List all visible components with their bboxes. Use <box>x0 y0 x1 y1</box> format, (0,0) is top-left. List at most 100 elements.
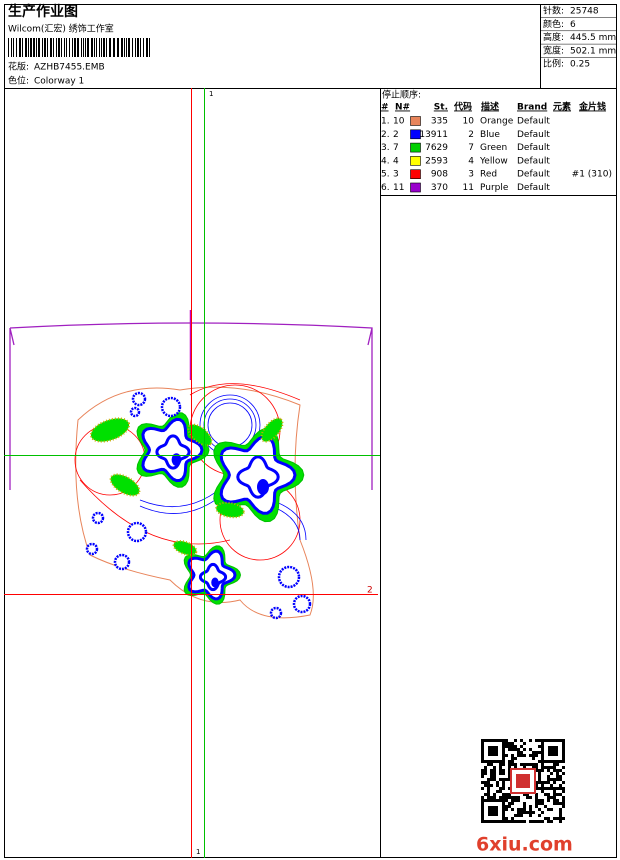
bar <box>66 38 67 57</box>
qr-cell <box>502 787 505 790</box>
ring <box>269 606 283 620</box>
qr-cell <box>520 751 523 754</box>
qr-cell <box>508 820 511 823</box>
bar <box>132 38 133 57</box>
bar <box>44 38 46 57</box>
design-preview <box>9 310 373 620</box>
qr-cell <box>538 739 541 742</box>
bar <box>109 38 111 57</box>
bar <box>19 38 21 57</box>
qr-cell <box>508 796 511 799</box>
qr-cell <box>496 781 499 784</box>
qr-cell <box>556 763 559 766</box>
qr-cell <box>517 808 520 811</box>
stat-value: 6 <box>570 20 576 30</box>
qr-cell <box>505 805 508 808</box>
qr-cell <box>562 790 565 793</box>
qr-cell <box>514 766 517 769</box>
qr-cell <box>556 769 559 772</box>
row-index: 5. <box>381 170 390 180</box>
qr-cell <box>511 745 514 748</box>
qr-cell <box>490 763 493 766</box>
qr-cell <box>508 805 511 808</box>
qr-cell <box>559 820 562 823</box>
bar <box>72 38 73 57</box>
qr-finder <box>481 799 505 823</box>
bud <box>211 577 219 588</box>
qr-cell <box>550 784 553 787</box>
bud <box>257 479 269 495</box>
qr-finder <box>481 739 505 763</box>
qr-cell <box>517 814 520 817</box>
qr-cell <box>487 778 490 781</box>
qr-cell <box>547 817 550 820</box>
qr-cell <box>523 805 526 808</box>
qr-cell <box>502 781 505 784</box>
bar <box>58 38 60 57</box>
qr-cell <box>511 808 514 811</box>
stitches: 2593 <box>425 156 448 166</box>
qr-cell <box>547 766 550 769</box>
qr-cell <box>526 763 529 766</box>
swatch <box>410 169 421 179</box>
bar <box>13 38 14 57</box>
description: Orange <box>480 117 514 127</box>
qr-cell <box>499 787 502 790</box>
qr-cell <box>535 769 538 772</box>
qr-cell <box>541 781 544 784</box>
bar <box>8 38 9 57</box>
barcode <box>8 38 150 57</box>
title: 生产作业图 <box>8 3 78 20</box>
bar <box>85 38 86 57</box>
qr-seal <box>510 768 536 794</box>
qr-cell <box>547 793 550 796</box>
qr-cell <box>541 790 544 793</box>
bar <box>117 38 119 57</box>
row-index: 3. <box>381 143 390 153</box>
stitches: 13911 <box>419 130 448 140</box>
qr-cell <box>481 796 484 799</box>
bar <box>126 38 127 57</box>
bar <box>128 38 130 57</box>
needle: 10 <box>393 117 405 127</box>
qr-cell <box>532 811 535 814</box>
qr-cell <box>511 742 514 745</box>
qr-cell <box>511 754 514 757</box>
qr-cell <box>562 805 565 808</box>
qr-cell <box>514 757 517 760</box>
qr-cell <box>529 796 532 799</box>
bar <box>91 38 93 57</box>
qr-cell <box>544 817 547 820</box>
qr-cell <box>514 748 517 751</box>
qr-cell <box>493 775 496 778</box>
bar <box>61 38 62 57</box>
qr-cell <box>559 793 562 796</box>
qr-cell <box>508 772 511 775</box>
swatch <box>410 156 421 166</box>
qr-cell <box>547 769 550 772</box>
qr-cell <box>520 745 523 748</box>
row-index: 4. <box>381 156 390 166</box>
bar <box>149 38 150 57</box>
qr-cell <box>502 769 505 772</box>
qr-cell <box>538 745 541 748</box>
qr-cell <box>505 745 508 748</box>
qr-cell <box>553 817 556 820</box>
column-header: Brand <box>517 103 547 113</box>
qr-cell <box>502 793 505 796</box>
ring <box>292 594 312 614</box>
qr-cell <box>559 769 562 772</box>
qr-cell <box>505 793 508 796</box>
table-title: 停止顺序: <box>382 89 421 101</box>
qr-cell <box>481 787 484 790</box>
qr-cell <box>559 814 562 817</box>
qr-cell <box>484 784 487 787</box>
qr-cell <box>487 790 490 793</box>
qr-cell <box>493 793 496 796</box>
border <box>4 4 617 858</box>
qr-cell <box>484 769 487 772</box>
qr-cell <box>556 772 559 775</box>
qr-cell <box>502 784 505 787</box>
qr-cell <box>526 793 529 796</box>
stitches: 335 <box>431 117 448 127</box>
